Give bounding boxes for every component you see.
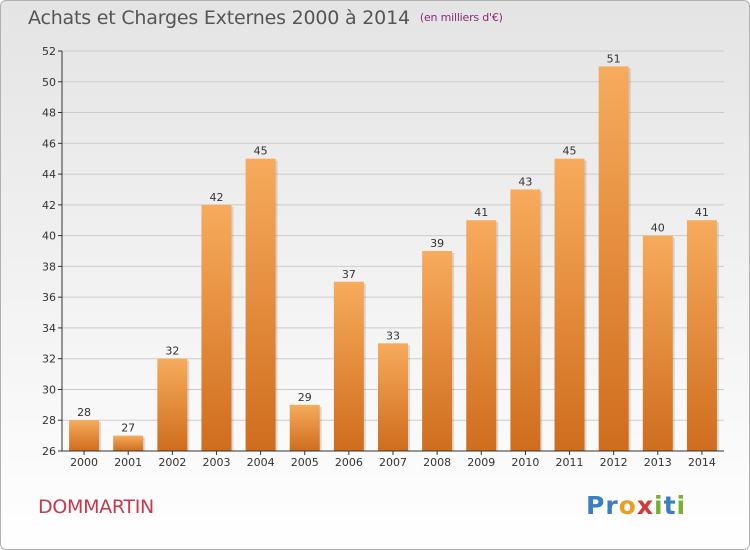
proxiti-logo: Proxiti — [586, 491, 686, 520]
data-label: 45 — [563, 145, 577, 158]
bar — [554, 158, 585, 451]
unit-note: (en milliers d'€) — [419, 11, 503, 24]
bar — [333, 281, 364, 451]
logo-letter: t — [663, 491, 677, 520]
x-tick-label: 2006 — [335, 456, 363, 469]
data-label: 43 — [518, 175, 532, 188]
data-label: 37 — [342, 268, 356, 281]
data-label: 51 — [607, 52, 621, 65]
y-tick-label: 40 — [42, 230, 56, 243]
bars — [69, 66, 719, 451]
logo-letter: r — [605, 491, 619, 520]
labels: 26 28 30 32 34 36 38 40 42 44 46 48 50 52 28 2000 27 2001… — [42, 45, 716, 469]
y-tick-label: 44 — [42, 168, 56, 181]
data-label: 27 — [121, 422, 135, 435]
y-tick-label: 50 — [42, 76, 56, 89]
data-label: 29 — [298, 391, 312, 404]
x-tick-label: 2008 — [423, 456, 451, 469]
x-tick-label: 2000 — [70, 456, 98, 469]
bar — [245, 158, 276, 451]
x-tick-label: 2005 — [291, 456, 319, 469]
x-tick-label: 2010 — [511, 456, 539, 469]
data-label: 42 — [209, 191, 223, 204]
y-tick-label: 32 — [42, 353, 56, 366]
y-tick-label: 30 — [42, 383, 56, 396]
bar — [466, 220, 497, 451]
data-label: 33 — [386, 329, 400, 342]
logo-letter: i — [654, 491, 664, 520]
y-tick-label: 36 — [42, 291, 56, 304]
data-label: 45 — [254, 145, 268, 158]
y-tick-label: 38 — [42, 260, 56, 273]
bar — [422, 251, 453, 451]
x-tick-label: 2014 — [688, 456, 716, 469]
location-name: DOMMARTIN — [38, 496, 154, 518]
bar — [113, 435, 144, 451]
bar — [598, 66, 629, 451]
bar — [510, 189, 541, 451]
x-tick-label: 2004 — [247, 456, 275, 469]
axes — [58, 50, 724, 455]
chart-title: Achats et Charges Externes 2000 à 2014 (e… — [28, 7, 503, 29]
data-label: 40 — [651, 222, 665, 235]
logo-letter: o — [618, 491, 637, 520]
data-label: 32 — [165, 345, 179, 358]
y-tick-label: 42 — [42, 199, 56, 212]
y-tick-label: 46 — [42, 137, 56, 150]
x-tick-label: 2002 — [158, 456, 186, 469]
x-tick-label: 2007 — [379, 456, 407, 469]
data-label: 28 — [77, 406, 91, 419]
chart-title-text: Achats et Charges Externes 2000 à 2014 — [28, 7, 410, 29]
y-tick-label: 28 — [42, 414, 56, 427]
bar — [686, 220, 717, 451]
bar — [157, 358, 188, 451]
x-tick-label: 2012 — [600, 456, 628, 469]
bar — [642, 235, 673, 451]
logo-letter: P — [586, 491, 606, 520]
x-tick-label: 2013 — [644, 456, 672, 469]
x-tick-label: 2001 — [114, 456, 142, 469]
bar — [201, 204, 232, 451]
bar — [69, 420, 100, 451]
data-label: 39 — [430, 237, 444, 250]
data-label: 41 — [695, 206, 709, 219]
x-tick-label: 2011 — [556, 456, 584, 469]
x-tick-label: 2003 — [202, 456, 230, 469]
logo-letter: i — [676, 491, 687, 520]
bar — [378, 343, 408, 451]
y-tick-label: 34 — [42, 322, 56, 335]
x-tick-label: 2009 — [467, 456, 495, 469]
y-tick-label: 48 — [42, 107, 56, 120]
data-label: 41 — [474, 206, 488, 219]
y-tick-label: 52 — [42, 45, 56, 58]
y-tick-label: 26 — [42, 445, 56, 458]
bar — [289, 404, 320, 451]
logo-letter: x — [636, 491, 654, 520]
